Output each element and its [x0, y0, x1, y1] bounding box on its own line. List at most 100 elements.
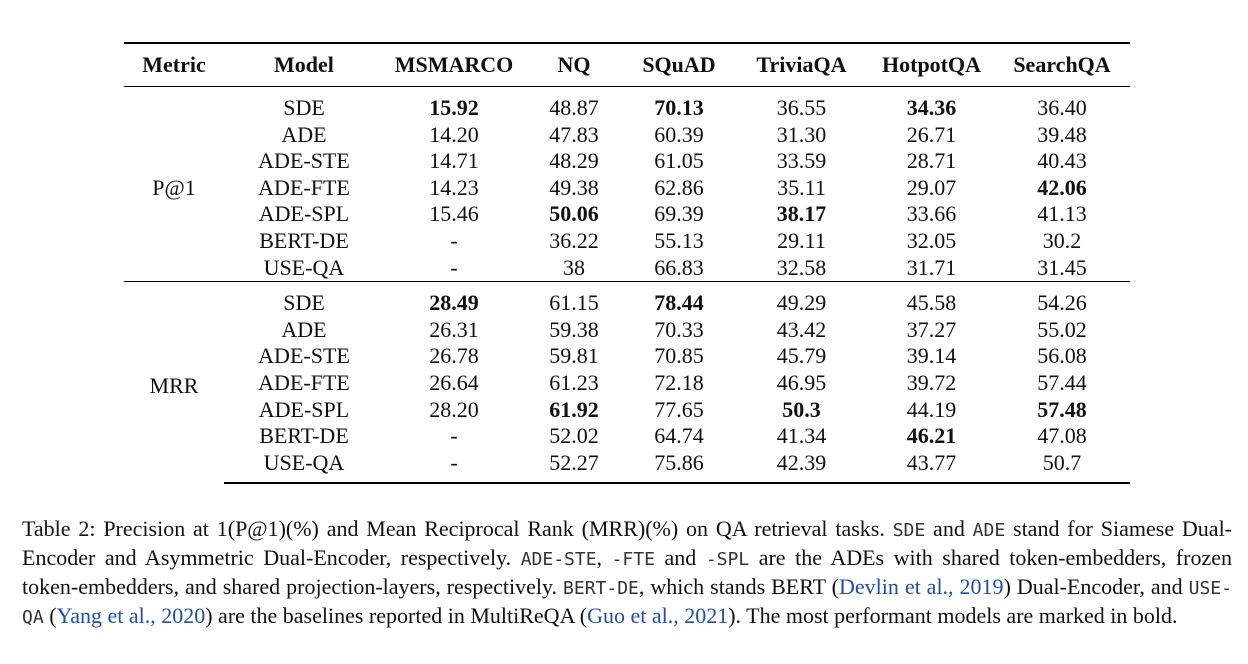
value-cell: 59.38: [549, 316, 599, 342]
caption-text: Table 2: Precision at 1(P@1)(%) and Mean…: [22, 516, 893, 541]
column-header: Metric: [124, 42, 224, 87]
metric-cell: MRR: [124, 281, 224, 484]
table-row: P@1 SDE 15.92 48.87 70.13 36.55 34.36 36.40: [124, 87, 1130, 200]
table-row: ADE-STE 14.71 48.29 61.05 33.59 28.71 40.43: [124, 148, 1130, 175]
table-row: ADE-SPL 15.46 50.06 69.39 38.17 33.66 41.13: [124, 201, 1130, 228]
caption-code-spl: -SPL: [705, 549, 750, 570]
value-cell: 72.18: [654, 369, 704, 395]
value-cell: 48.29: [549, 148, 599, 174]
value-cell: 32.58: [776, 254, 827, 280]
citation-link-yang[interactable]: Yang et al., 2020: [56, 603, 206, 628]
caption-text: and: [654, 545, 706, 570]
value-cell: 70.33: [654, 316, 704, 342]
table-header-row: Metric Model MSMARCO NQ SQuAD TriviaQA HotpotQ…: [124, 42, 1130, 87]
value-cell: 61.15: [524, 281, 624, 317]
caption-text: ) Dual-Encoder, and: [1003, 574, 1189, 599]
value-cell: 50.06: [549, 201, 599, 227]
table-caption: Table 2: Precision at 1(P@1)(%) and Mean…: [22, 515, 1232, 631]
model-cell: USE-QA: [224, 449, 384, 485]
column-header: SQuAD: [624, 42, 734, 87]
value-cell: 75.86: [624, 449, 734, 485]
table-row: ADE-STE 26.78 59.81 70.85 45.79 39.14 56.08: [124, 343, 1130, 370]
value-cell: 52.27: [524, 449, 624, 485]
model-cell: ADE-SPL: [258, 201, 350, 227]
citation-link-devlin[interactable]: Devlin et al., 2019: [838, 574, 1004, 599]
value-cell: -: [384, 449, 524, 485]
value-cell: 45.79: [776, 343, 827, 369]
table-body: P@1 SDE 15.92 48.87 70.13 36.55 34.36 36.40 ADE 1…: [124, 87, 1130, 485]
value-cell: 35.11: [777, 174, 826, 200]
model-cell: ADE-FTE: [258, 369, 350, 395]
value-cell: 55.13: [654, 227, 704, 253]
value-cell: 43.77: [869, 449, 994, 485]
caption-text: stand for Siamese Dual-Encoder and Asymm…: [22, 516, 1233, 570]
value-cell: 26.64: [429, 369, 479, 395]
model-cell: ADE-STE: [258, 148, 350, 174]
value-cell: 28.20: [429, 396, 479, 422]
value-cell: 70.13: [654, 95, 704, 120]
table-row: ADE-FTE 26.64 61.23 72.18 46.95 39.72 57.44: [124, 370, 1130, 397]
model-cell: SDE: [224, 281, 384, 317]
model-cell: SDE: [283, 95, 325, 120]
value-cell: 45.58: [869, 281, 994, 317]
model-cell: USE-QA: [263, 254, 345, 280]
caption-text: ) are the baselines reported in MultiReQ…: [205, 603, 588, 628]
table-row: ADE 26.31 59.38 70.33 43.42 37.27 55.02: [124, 317, 1130, 344]
value-cell: 37.27: [906, 316, 957, 342]
value-cell: 50.3: [782, 396, 821, 422]
value-cell: 66.83: [654, 254, 704, 280]
value-cell: 33.66: [906, 201, 957, 227]
model-cell: ADE: [281, 121, 327, 147]
value-cell: 41.34: [776, 423, 827, 449]
value-cell: 44.19: [906, 396, 957, 422]
value-cell: 49.29: [734, 281, 869, 317]
value-cell: 46.95: [776, 369, 827, 395]
citation-link-guo[interactable]: Guo et al., 2021: [587, 603, 729, 628]
value-cell: 57.44: [1037, 369, 1087, 395]
value-cell: 28.71: [906, 148, 957, 174]
value-cell: 26.71: [906, 121, 957, 147]
value-cell: 38.17: [776, 201, 827, 227]
value-cell: 47.83: [549, 121, 599, 147]
value-cell: 14.23: [429, 174, 479, 200]
value-cell: 77.65: [654, 396, 704, 422]
caption-code-fte: -FTE: [611, 549, 655, 570]
table-row: USE-QA -52.27 75.86 42.39 43.77 50.7: [124, 449, 1130, 485]
value-cell: 50.7: [994, 449, 1130, 485]
value-cell: 60.39: [654, 121, 704, 147]
model-cell: ADE-FTE: [258, 174, 350, 200]
value-cell: 47.08: [1037, 423, 1087, 449]
value-cell: 31.71: [906, 254, 957, 280]
table-row: ADE 14.20 47.83 60.39 31.30 26.71 39.48: [124, 122, 1130, 149]
value-cell: 40.43: [1037, 148, 1087, 174]
value-cell: 38: [563, 254, 585, 280]
caption-code-bert-de: BERT-DE: [563, 578, 639, 599]
column-header: MSMARCO: [384, 42, 524, 87]
value-cell: -: [450, 227, 458, 253]
value-cell: -: [450, 254, 458, 280]
value-cell: 31.45: [1037, 254, 1087, 280]
value-cell: 52.02: [549, 423, 599, 449]
table-row: ADE-FTE 14.23 49.38 62.86 35.11 29.07 42.06: [124, 175, 1130, 202]
value-cell: 14.20: [429, 121, 479, 147]
value-cell: 62.86: [654, 174, 704, 200]
value-cell: 55.02: [1037, 316, 1087, 342]
value-cell: 70.85: [654, 343, 704, 369]
value-cell: 46.21: [906, 423, 957, 449]
value-cell: 36.22: [549, 227, 599, 253]
value-cell: 42.06: [1037, 174, 1087, 200]
value-cell: 41.13: [1037, 201, 1087, 227]
model-cell: ADE-STE: [258, 343, 350, 369]
column-header: HotpotQA: [869, 42, 994, 87]
value-cell: 54.26: [994, 281, 1130, 317]
column-header: SearchQA: [994, 42, 1130, 87]
value-cell: 57.48: [1037, 396, 1087, 422]
metric-cell: P@1: [152, 174, 196, 200]
value-cell: 49.38: [549, 174, 599, 200]
value-cell: -: [450, 423, 458, 449]
caption-text: ,: [596, 545, 612, 570]
results-table: Metric Model MSMARCO NQ SQuAD TriviaQA HotpotQ…: [124, 42, 1130, 485]
caption-code-ade: ADE: [972, 520, 1006, 541]
value-cell: 36.55: [776, 95, 827, 120]
value-cell: 39.72: [906, 369, 957, 395]
